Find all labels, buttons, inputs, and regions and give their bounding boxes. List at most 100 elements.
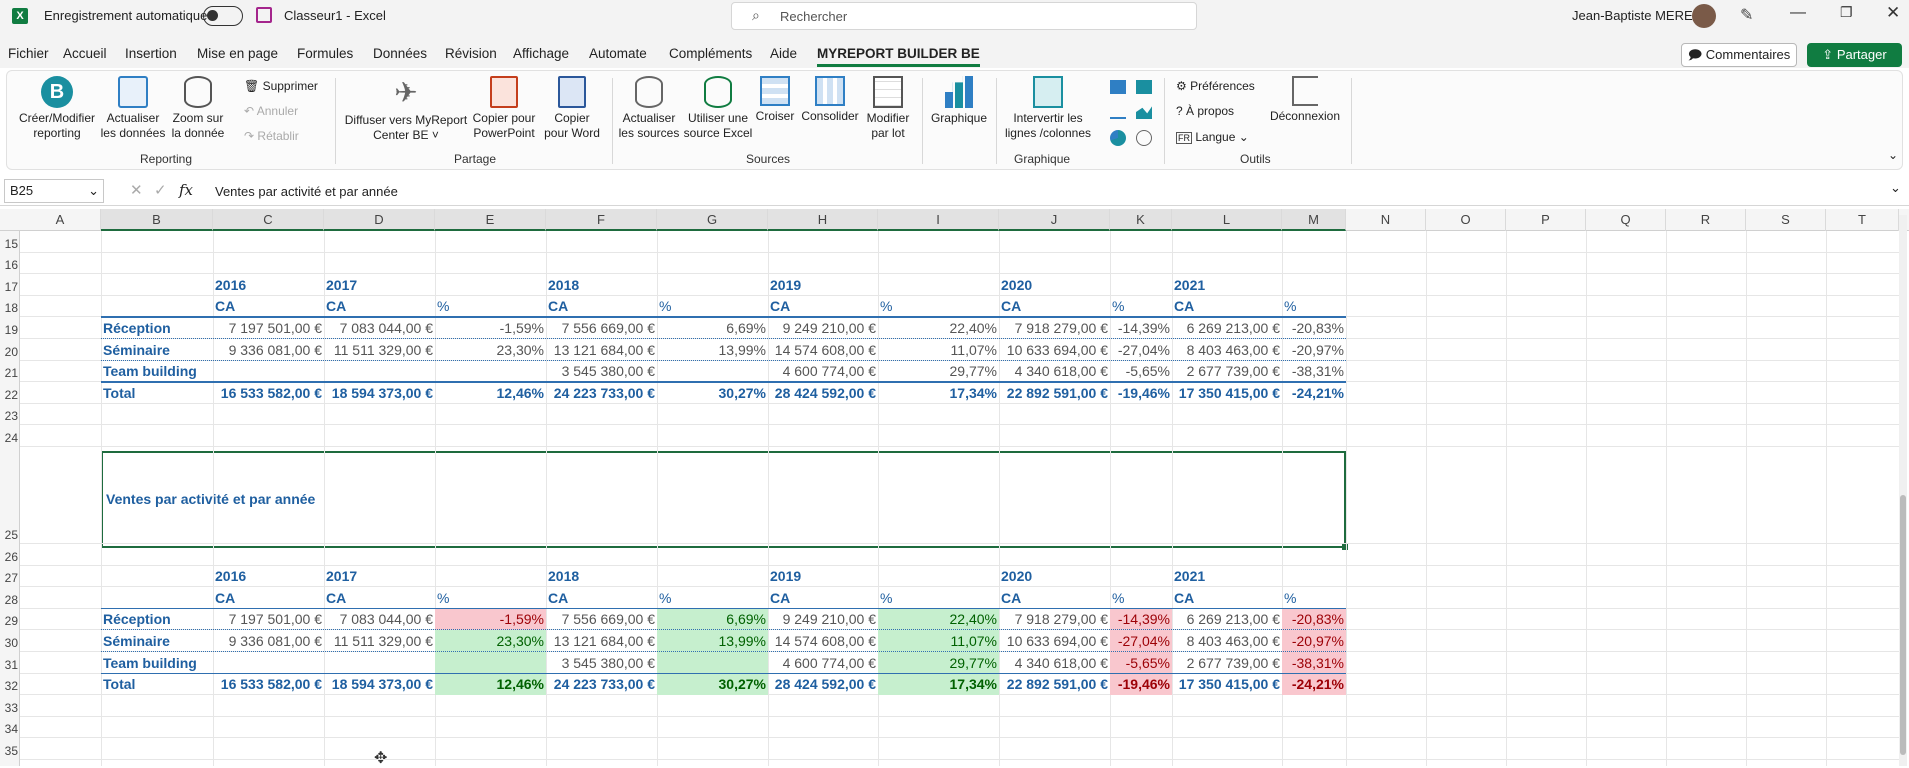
value-cell[interactable]: 17,34%: [949, 676, 997, 693]
value-cell[interactable]: 11,07%: [950, 341, 997, 358]
value-cell[interactable]: [659, 361, 766, 381]
value-cell[interactable]: 11,07%: [950, 633, 997, 649]
save-icon[interactable]: [256, 7, 272, 23]
row-header-21[interactable]: 21: [4, 366, 18, 381]
pct-header[interactable]: %: [659, 589, 672, 606]
value-cell[interactable]: 22 892 591,00 €: [1006, 384, 1108, 401]
year-header[interactable]: 2018: [548, 276, 580, 293]
row-label[interactable]: Réception: [103, 320, 171, 336]
value-cell[interactable]: 4 600 774,00 €: [782, 363, 876, 380]
row-header-24[interactable]: 24: [4, 431, 18, 445]
value-cell[interactable]: 10 633 694,00 €: [1006, 633, 1108, 649]
value-cell[interactable]: 22,40%: [949, 611, 997, 628]
year-header[interactable]: 2020: [1001, 276, 1033, 293]
year-header[interactable]: 2019: [770, 276, 802, 293]
row-header-28[interactable]: 28: [4, 592, 18, 607]
column-header-O[interactable]: O: [1426, 209, 1506, 231]
value-cell[interactable]: 4 600 774,00 €: [782, 654, 876, 671]
value-cell[interactable]: 14 574 608,00 €: [774, 341, 876, 358]
pct-header[interactable]: %: [880, 298, 893, 315]
row-label[interactable]: Team building: [103, 654, 197, 671]
value-cell[interactable]: 29,77%: [949, 363, 997, 380]
value-cell[interactable]: 11 511 329,00 €: [333, 633, 433, 649]
tab-myreport[interactable]: MYREPORT BUILDER BE: [817, 46, 980, 67]
pct-header[interactable]: %: [659, 298, 672, 315]
value-cell[interactable]: 28 424 592,00 €: [774, 676, 876, 693]
value-cell[interactable]: 22 892 591,00 €: [1006, 676, 1108, 693]
value-cell[interactable]: 16 533 582,00 €: [220, 384, 322, 401]
enter-icon[interactable]: ✓: [154, 182, 167, 199]
value-cell[interactable]: -5,65%: [1125, 654, 1170, 671]
pen-icon[interactable]: ✎: [1740, 7, 1754, 24]
row-header-31[interactable]: 31: [4, 657, 18, 672]
value-cell[interactable]: 28 424 592,00 €: [774, 384, 876, 401]
value-cell[interactable]: [437, 653, 544, 673]
ca-header[interactable]: CA: [1174, 589, 1195, 606]
tab-fichier[interactable]: Fichier: [8, 46, 49, 61]
value-cell[interactable]: 7 083 044,00 €: [339, 611, 433, 628]
value-cell[interactable]: 7 083 044,00 €: [339, 320, 433, 336]
ca-header[interactable]: CA: [326, 298, 347, 315]
ca-header[interactable]: CA: [215, 298, 236, 315]
value-cell[interactable]: 24 223 733,00 €: [553, 676, 655, 693]
ribbon-collapse-icon[interactable]: ⌄: [1888, 148, 1899, 162]
pct-header[interactable]: %: [437, 298, 450, 315]
row-header-17[interactable]: 17: [4, 279, 18, 294]
value-cell[interactable]: [659, 653, 766, 673]
value-cell[interactable]: 2 677 739,00 €: [1186, 363, 1280, 380]
column-header-P[interactable]: P: [1506, 209, 1586, 231]
langue-dropdown[interactable]: FR Langue ⌄: [1176, 130, 1249, 146]
value-cell[interactable]: -24,21%: [1291, 384, 1344, 401]
pct-header[interactable]: %: [880, 589, 893, 606]
value-cell[interactable]: -1,59%: [499, 320, 544, 336]
value-cell[interactable]: 24 223 733,00 €: [553, 384, 655, 401]
ca-header[interactable]: CA: [1001, 298, 1022, 315]
value-cell[interactable]: 6 269 213,00 €: [1186, 611, 1280, 628]
value-cell[interactable]: 13,99%: [718, 633, 766, 649]
value-cell[interactable]: 6 269 213,00 €: [1186, 320, 1280, 336]
value-cell[interactable]: 9 249 210,00 €: [782, 320, 876, 336]
value-cell[interactable]: 6,69%: [726, 320, 766, 336]
actualiser-sources-button[interactable]: Actualiser les sources: [616, 76, 682, 141]
row-label[interactable]: Séminaire: [103, 341, 170, 358]
row-label[interactable]: Réception: [103, 611, 171, 628]
pie-chart-icon[interactable]: [1110, 130, 1126, 146]
preferences-button[interactable]: ⚙ Préférences: [1176, 79, 1255, 94]
value-cell[interactable]: 12,46%: [496, 384, 544, 401]
pct-header[interactable]: %: [1112, 589, 1125, 606]
share-button[interactable]: ⇪ Partager: [1807, 43, 1902, 67]
value-cell[interactable]: 7 918 279,00 €: [1014, 611, 1108, 628]
year-header[interactable]: 2018: [548, 568, 580, 585]
function-icon[interactable]: fx: [179, 181, 194, 199]
expand-formula-icon[interactable]: ⌄: [1890, 180, 1901, 195]
minimize-icon[interactable]: —: [1790, 4, 1806, 21]
value-cell[interactable]: [215, 361, 322, 381]
value-cell[interactable]: -24,21%: [1291, 676, 1344, 693]
value-cell[interactable]: 6,69%: [726, 611, 766, 628]
value-cell[interactable]: 7 556 669,00 €: [561, 611, 655, 628]
value-cell[interactable]: 3 545 380,00 €: [561, 363, 655, 380]
year-header[interactable]: 2021: [1174, 276, 1206, 293]
ca-header[interactable]: CA: [548, 298, 569, 315]
value-cell[interactable]: -19,46%: [1117, 676, 1170, 693]
year-header[interactable]: 2021: [1174, 568, 1206, 585]
value-cell[interactable]: 8 403 463,00 €: [1186, 341, 1280, 358]
value-cell[interactable]: 18 594 373,00 €: [331, 676, 433, 693]
comments-button[interactable]: 🗩 Commentaires: [1681, 43, 1797, 67]
row-header-32[interactable]: 32: [4, 679, 18, 694]
name-box[interactable]: B25 ⌄: [4, 179, 104, 203]
fill-handle[interactable]: [1342, 544, 1348, 550]
value-cell[interactable]: 23,30%: [496, 633, 544, 649]
value-cell[interactable]: -19,46%: [1117, 384, 1170, 401]
autosave-toggle[interactable]: [203, 6, 243, 26]
value-cell[interactable]: 13 121 684,00 €: [553, 341, 655, 358]
column-header-Q[interactable]: Q: [1586, 209, 1666, 231]
column-header-F[interactable]: F: [546, 209, 657, 231]
value-cell[interactable]: -1,59%: [499, 611, 544, 628]
value-cell[interactable]: 16 533 582,00 €: [220, 676, 322, 693]
value-cell[interactable]: 17 350 415,00 €: [1178, 384, 1280, 401]
row-header-27[interactable]: 27: [4, 571, 18, 586]
row-header-23[interactable]: 23: [4, 409, 18, 424]
value-cell[interactable]: 9 336 081,00 €: [228, 633, 322, 649]
column-header-G[interactable]: G: [657, 209, 768, 231]
